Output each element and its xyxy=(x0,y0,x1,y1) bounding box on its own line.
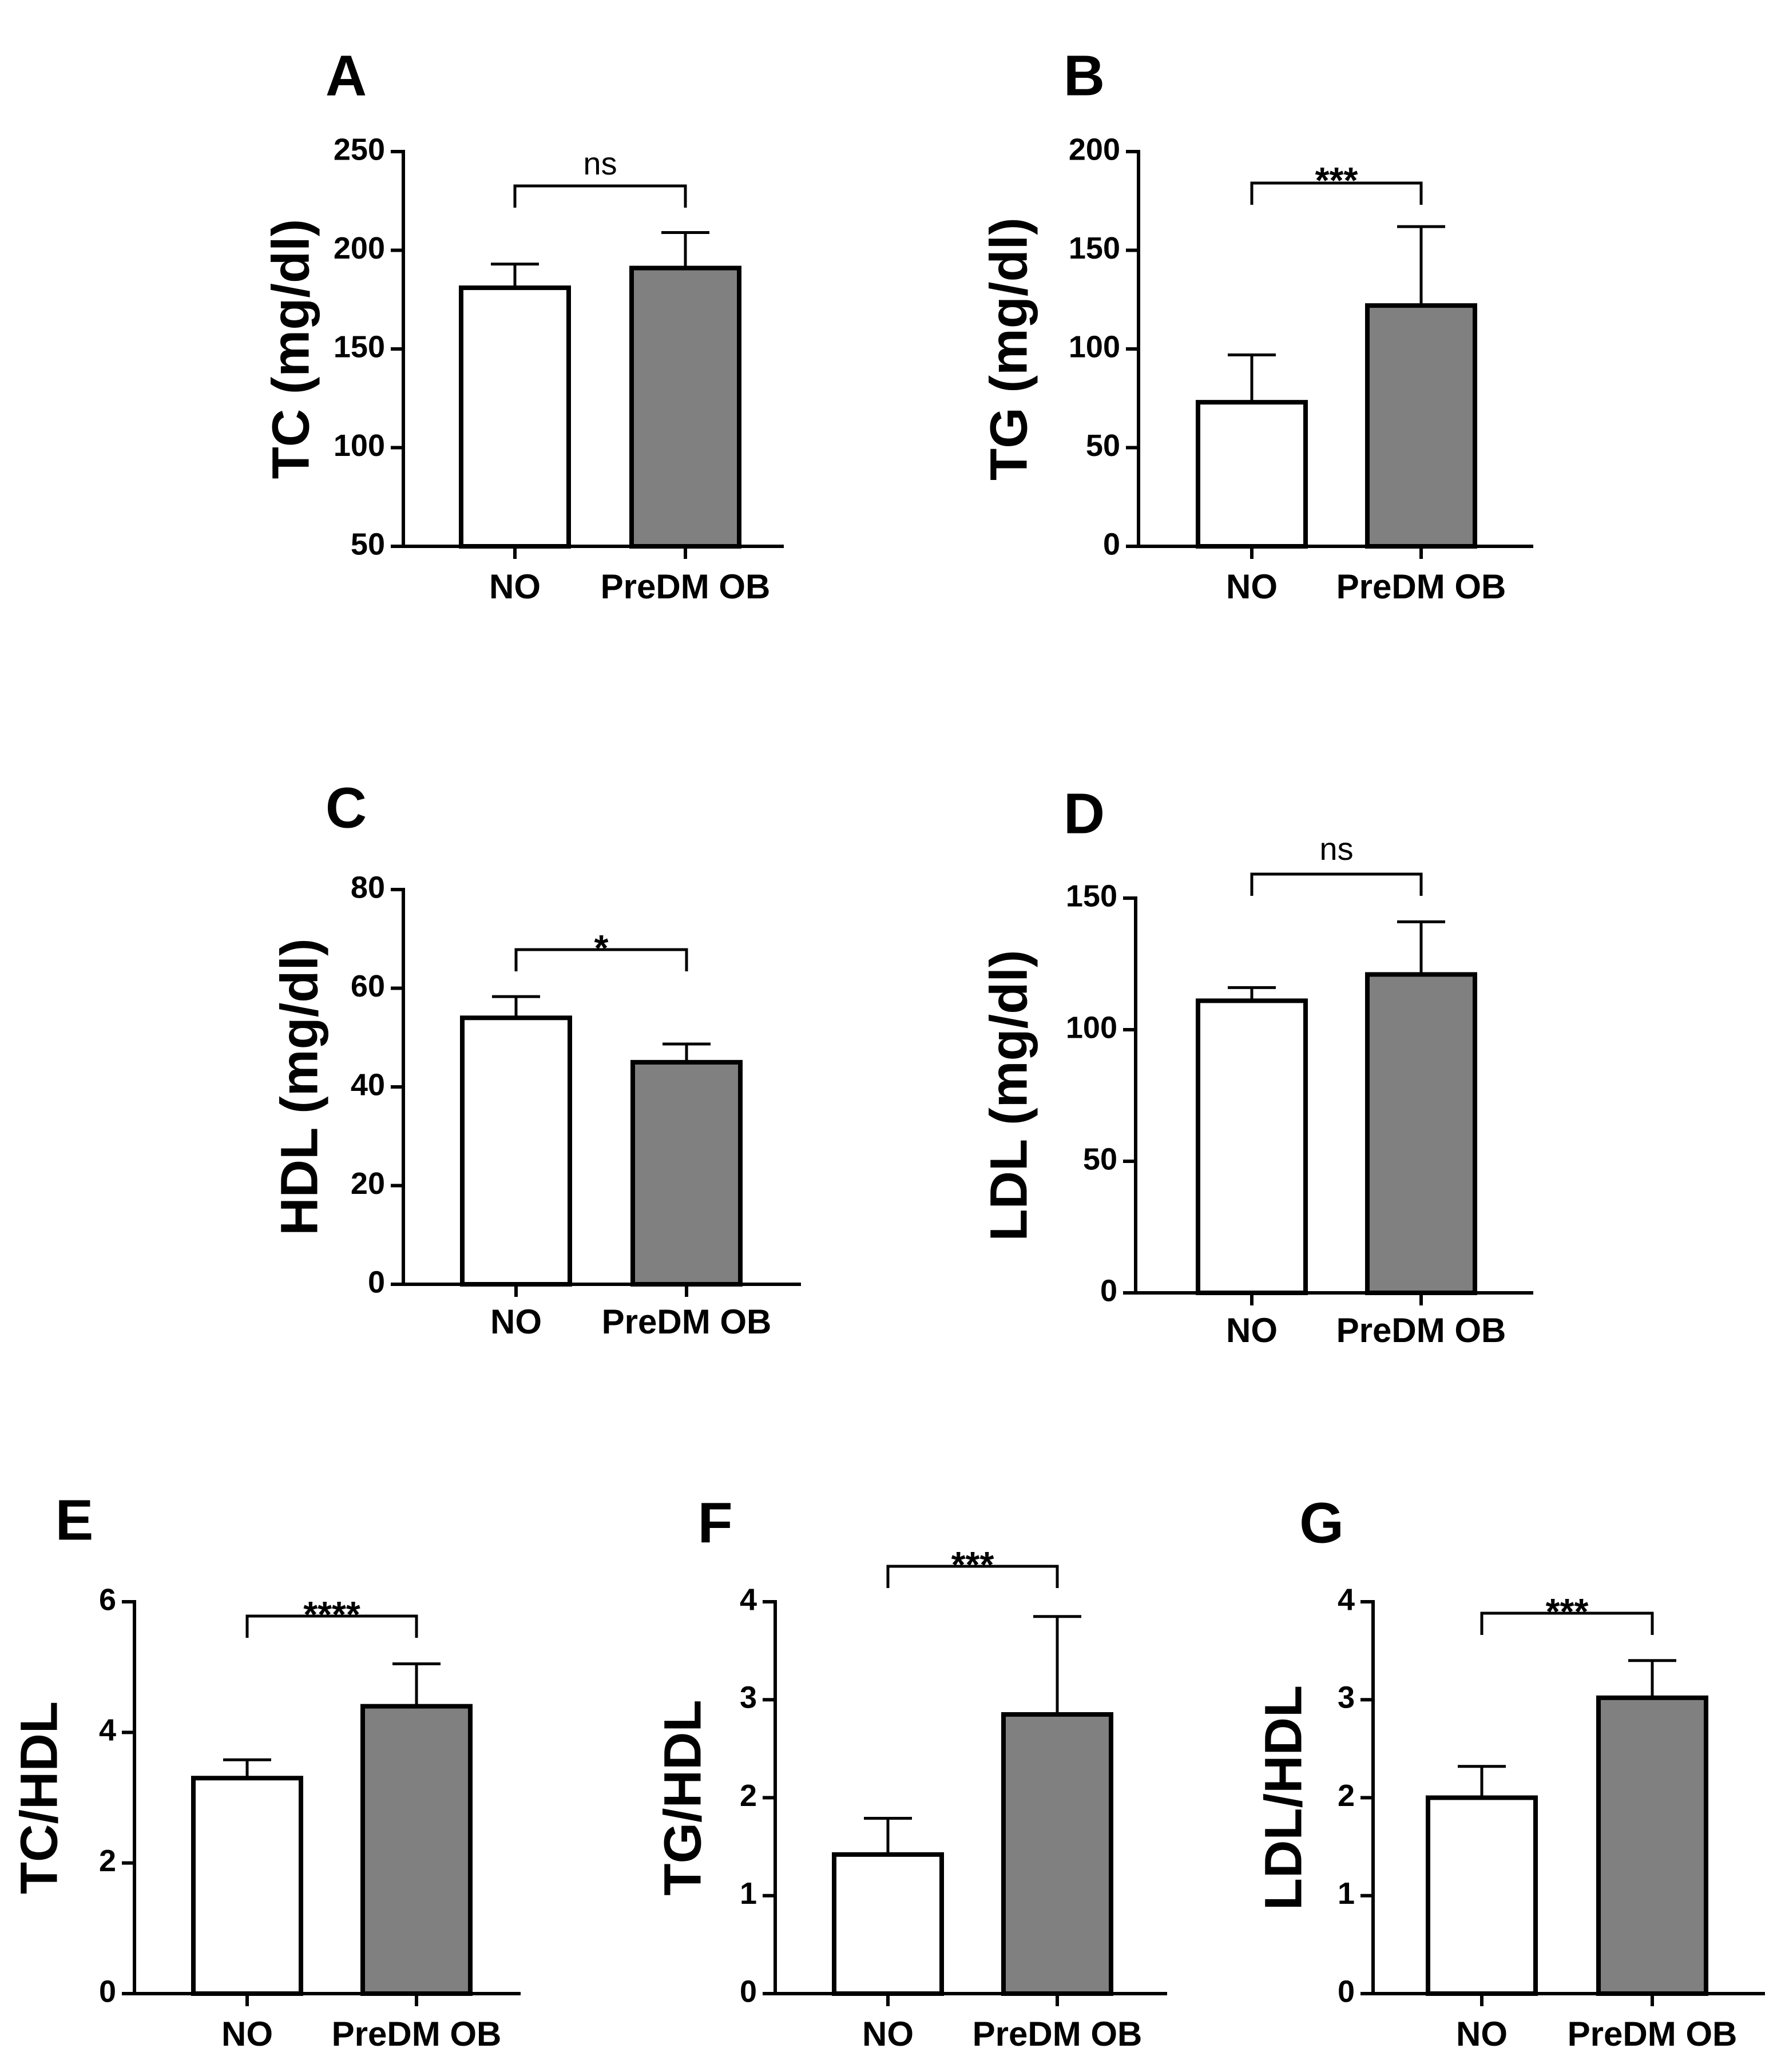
y-tick-label: 3 xyxy=(1338,1681,1355,1715)
significance-label: ns xyxy=(1319,831,1353,867)
y-tick-label: 0 xyxy=(368,1265,385,1299)
panel-letter: C xyxy=(326,776,367,840)
x-tick-label: PreDM OB xyxy=(1336,567,1506,606)
y-axis-label: TC (mg/dl) xyxy=(261,219,320,479)
y-tick-label: 250 xyxy=(334,132,385,166)
bar-no xyxy=(1426,1795,1538,1996)
bar-predm-ob xyxy=(360,1704,473,1996)
significance-label: ns xyxy=(583,145,617,181)
y-tick-label: 150 xyxy=(334,330,385,364)
bar-predm-ob xyxy=(1365,303,1477,549)
chart-panel-g: G LDL/HDL 0 1 2 3 4 NO PreDM OB *** xyxy=(1254,1491,1765,2053)
chart-panel-d: D LDL (mg/dl) 0 50 100 150 NO PreDM OB ns xyxy=(979,781,1533,1349)
y-tick-label: 200 xyxy=(1069,132,1120,166)
y-tick-label: 1 xyxy=(1338,1876,1355,1911)
significance-bracket xyxy=(1480,1611,1654,1635)
significance-bracket xyxy=(886,1565,1059,1588)
y-axis-label: TG (mg/dl) xyxy=(979,217,1038,481)
x-tick-label: NO xyxy=(1226,567,1278,606)
significance-label: *** xyxy=(1546,1591,1589,1632)
y-tick-label: 1 xyxy=(740,1876,757,1911)
panel-letter: D xyxy=(1064,781,1105,846)
y-tick-label: 3 xyxy=(740,1681,757,1715)
x-tick-label: NO xyxy=(221,2015,273,2053)
bar-predm-ob xyxy=(629,265,741,549)
y-axis-label: TC/HDL xyxy=(10,1701,68,1894)
y-tick-label: 150 xyxy=(1066,879,1117,913)
x-tick-label: PreDM OB xyxy=(1336,1311,1506,1349)
y-tick-label: 2 xyxy=(740,1779,757,1813)
bar-no xyxy=(832,1852,944,1996)
y-tick-label: 4 xyxy=(740,1582,757,1617)
chart-panel-c: C HDL (mg/dl) 0 20 40 60 80 NO PreDM OB * xyxy=(270,776,801,1341)
y-tick-label: 0 xyxy=(99,1974,116,2009)
panel-letter: E xyxy=(55,1488,94,1552)
y-tick-label: 0 xyxy=(740,1974,757,2009)
y-tick-label: 0 xyxy=(1100,1273,1117,1308)
y-tick-label: 4 xyxy=(99,1713,116,1748)
x-tick-label: NO xyxy=(1456,2015,1508,2053)
significance-label: * xyxy=(594,927,609,968)
bar-predm-ob xyxy=(630,1059,743,1287)
y-tick-label: 80 xyxy=(351,870,385,904)
y-axis-label: HDL (mg/dl) xyxy=(270,938,328,1236)
y-tick-label: 200 xyxy=(334,231,385,265)
x-tick-label: PreDM OB xyxy=(332,2015,502,2053)
y-tick-label: 100 xyxy=(1066,1010,1117,1045)
y-tick-label: 20 xyxy=(351,1166,385,1201)
y-tick-label: 0 xyxy=(1338,1974,1355,2009)
y-axis-label: LDL (mg/dl) xyxy=(979,950,1038,1241)
chart-panel-b: B TG (mg/dl) 0 50 100 150 200 NO PreDM OB *** xyxy=(979,43,1533,606)
bar-no xyxy=(460,1015,572,1287)
significance-label: **** xyxy=(303,1594,360,1635)
y-tick-label: 0 xyxy=(1103,527,1120,561)
y-tick-label: 50 xyxy=(1083,1142,1117,1176)
bar-no xyxy=(1196,998,1308,1296)
y-tick-label: 40 xyxy=(351,1067,385,1102)
x-tick-label: PreDM OB xyxy=(602,1303,772,1341)
chart-panel-f: F TG/HDL 0 1 2 3 4 NO PreDM OB *** xyxy=(653,1491,1167,2053)
y-tick-label: 4 xyxy=(1338,1582,1355,1617)
x-tick-label: NO xyxy=(489,567,541,606)
x-tick-label: NO xyxy=(490,1303,542,1341)
y-tick-label: 100 xyxy=(334,428,385,463)
significance-label: *** xyxy=(1315,160,1358,201)
y-tick-label: 60 xyxy=(351,969,385,1003)
significance-bracket xyxy=(513,184,687,208)
x-tick-label: NO xyxy=(862,2015,914,2053)
bar-no xyxy=(1196,400,1308,549)
y-tick-label: 100 xyxy=(1069,330,1120,364)
bar-predm-ob xyxy=(1001,1712,1113,1996)
significance-label: *** xyxy=(951,1544,994,1585)
y-tick-label: 2 xyxy=(1338,1779,1355,1813)
x-tick-label: PreDM OB xyxy=(601,567,771,606)
chart-panel-a: A TC (mg/dl) 50 100 150 200 250 NO PreDM OB ns xyxy=(261,43,784,606)
bar-predm-ob xyxy=(1596,1695,1708,1996)
panel-letter: F xyxy=(697,1491,732,1555)
x-tick-label: PreDM OB xyxy=(973,2015,1143,2053)
bar-predm-ob xyxy=(1365,972,1477,1295)
panel-letter: B xyxy=(1064,43,1105,108)
chart-panel-e: E TC/HDL 0 2 4 6 NO PreDM OB **** xyxy=(10,1488,521,2053)
y-tick-label: 50 xyxy=(1086,428,1120,463)
y-axis-label: TG/HDL xyxy=(653,1700,712,1895)
bar-no xyxy=(191,1776,303,1996)
significance-bracket xyxy=(1250,872,1423,896)
y-tick-label: 150 xyxy=(1069,231,1120,265)
significance-bracket xyxy=(1250,181,1423,205)
y-tick-label: 50 xyxy=(351,527,385,561)
x-tick-label: NO xyxy=(1226,1311,1278,1349)
significance-bracket xyxy=(514,948,688,971)
panel-letter: A xyxy=(326,43,367,108)
y-tick-label: 6 xyxy=(99,1582,116,1617)
bar-no xyxy=(459,285,571,549)
panel-letter: G xyxy=(1299,1491,1344,1555)
x-tick-label: PreDM OB xyxy=(1568,2015,1738,2053)
y-axis-label: LDL/HDL xyxy=(1254,1685,1312,1910)
y-tick-label: 2 xyxy=(99,1844,116,1878)
significance-bracket xyxy=(245,1614,418,1638)
